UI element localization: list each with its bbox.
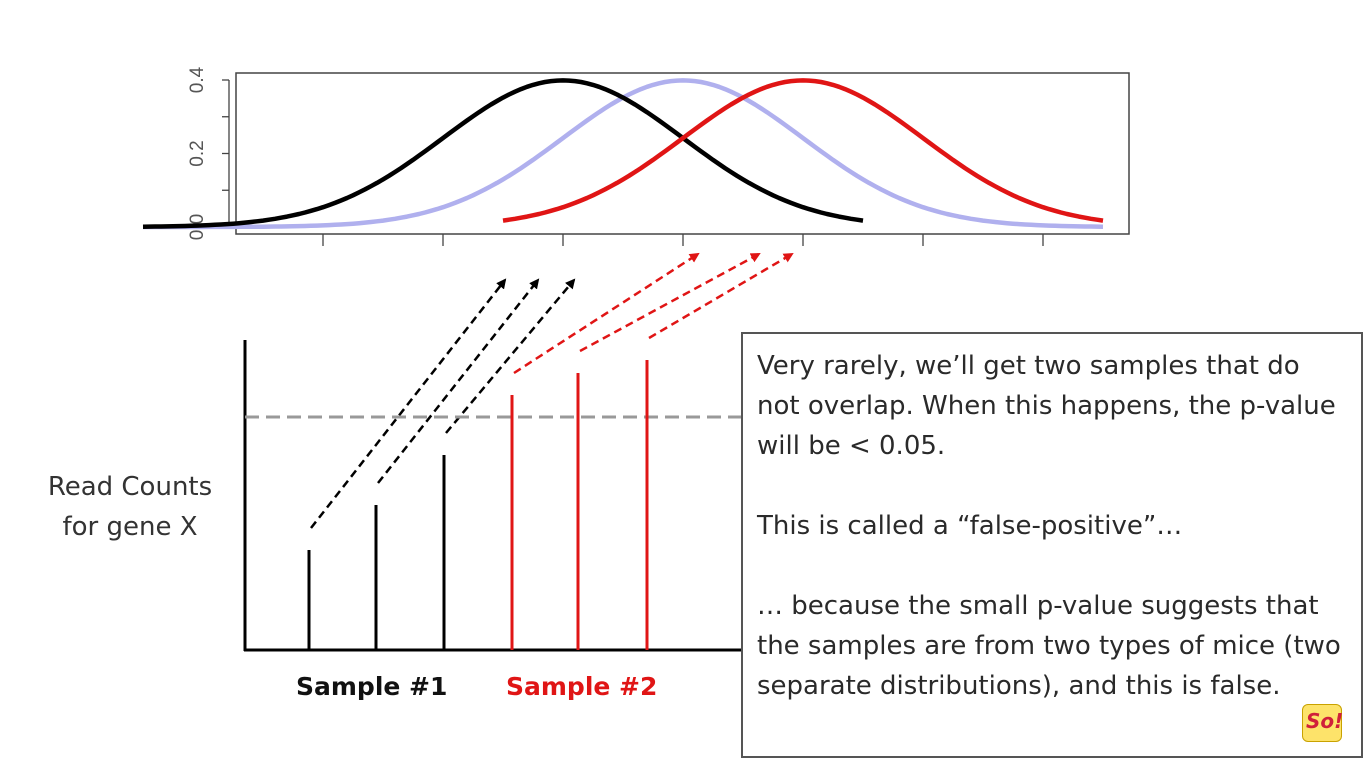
read-counts-axis-label: Read Counts for gene X xyxy=(47,472,213,542)
density-curve xyxy=(142,78,864,229)
mapping-arrow xyxy=(445,278,576,434)
explanation-textbox: Very rarely, we’ll get two samples that … xyxy=(741,332,1363,758)
density-curve xyxy=(143,78,1104,230)
sample-2-label: Sample #2 xyxy=(506,672,658,701)
mapping-arrow xyxy=(377,278,540,484)
density-curve xyxy=(502,78,1104,223)
mapping-arrow xyxy=(579,252,761,353)
mapping-arrow xyxy=(310,278,507,529)
explanation-paragraph-3: … because the small p-value suggests tha… xyxy=(757,591,1341,701)
mapping-arrow xyxy=(648,252,794,340)
logo-text: So! xyxy=(1306,709,1344,733)
mapping-arrow xyxy=(513,252,700,375)
sample-1-label: Sample #1 xyxy=(296,672,448,701)
y-tick-label: 0.4 xyxy=(187,66,208,93)
density-plot-frame xyxy=(235,72,1130,235)
y-tick-label: 0.2 xyxy=(187,140,208,166)
explanation-paragraph-1: Very rarely, we’ll get two samples that … xyxy=(757,351,1336,461)
channel-logo: So! xyxy=(1302,704,1344,742)
explanation-paragraph-2: This is called a “false-positive”… xyxy=(757,511,1183,541)
